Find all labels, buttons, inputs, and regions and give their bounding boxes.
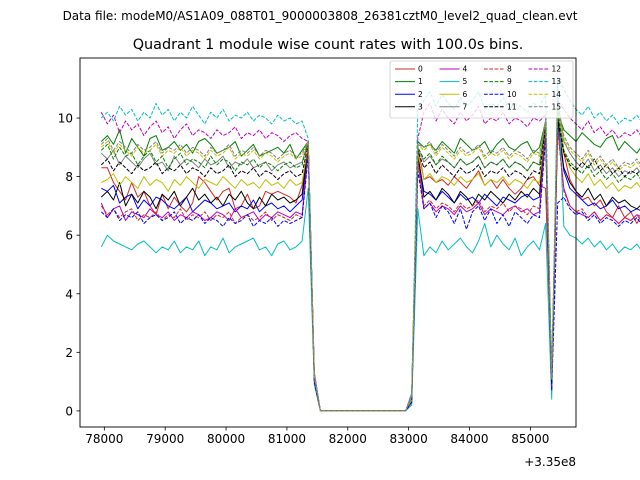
legend-label-1: 1	[418, 77, 423, 86]
x-tick-label: 78000	[85, 432, 123, 446]
series-line-15	[100, 102, 640, 412]
x-axis-offset-label: +3.35e8	[524, 455, 576, 469]
legend-label-0: 0	[418, 65, 423, 74]
y-tick-label: 0	[65, 404, 73, 418]
y-tick-label: 10	[58, 112, 73, 126]
series-line-8	[100, 129, 640, 412]
x-tick-label: 79000	[146, 432, 184, 446]
x-tick-label: 83000	[390, 432, 428, 446]
legend-label-8: 8	[507, 65, 512, 74]
legend-label-11: 11	[507, 102, 517, 111]
x-tick-label: 84000	[450, 432, 488, 446]
y-tick-label: 4	[65, 287, 73, 301]
series-line-0	[101, 117, 640, 412]
y-tick-label: 2	[65, 346, 73, 360]
chart-title: Quadrant 1 module wise count rates with …	[133, 37, 524, 53]
series-line-11	[100, 117, 640, 412]
legend-label-14: 14	[552, 90, 562, 99]
x-tick-label: 85000	[511, 432, 549, 446]
series-line-2	[101, 120, 640, 412]
legend-label-2: 2	[418, 90, 423, 99]
y-axis: 0 2 4 6 8 10	[58, 112, 80, 418]
series-line-6	[101, 105, 640, 412]
x-axis: 78000 79000 80000 81000 82000 83000 84000 85000	[85, 427, 549, 446]
legend-label-6: 6	[463, 90, 468, 99]
series-line-3	[100, 117, 640, 412]
plot-area-frame	[79, 57, 577, 428]
legend-label-5: 5	[463, 77, 468, 86]
series-line-4	[100, 126, 640, 412]
x-tick-label: 80000	[207, 432, 245, 446]
legend-label-13: 13	[552, 77, 562, 86]
y-tick-label: 6	[65, 229, 73, 243]
legend-label-12: 12	[552, 65, 562, 74]
legend-box	[389, 60, 574, 119]
series-line-9	[100, 108, 640, 412]
series-line-14	[100, 105, 640, 412]
legend-label-7: 7	[463, 102, 468, 111]
legend-label-3: 3	[418, 102, 423, 111]
chart-suptitle: Data file: modeM0/AS1A09_088T01_90000038…	[63, 9, 578, 23]
legend-label-4: 4	[463, 65, 468, 74]
plot-lines	[100, 76, 640, 412]
legend-label-9: 9	[507, 77, 512, 86]
x-tick-label: 81000	[268, 432, 306, 446]
legend-label-15: 15	[552, 102, 562, 111]
legend-label-10: 10	[507, 90, 517, 99]
y-tick-label: 8	[65, 170, 73, 184]
series-line-10	[100, 138, 640, 412]
x-tick-label: 82000	[329, 432, 367, 446]
